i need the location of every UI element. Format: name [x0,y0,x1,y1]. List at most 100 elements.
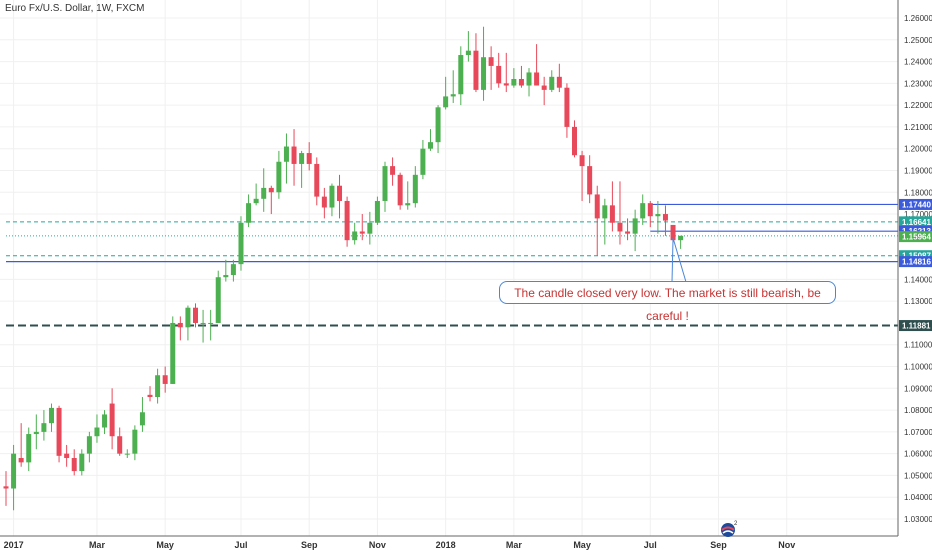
candle-body [117,436,123,454]
candle-body [132,429,138,454]
date-tick-label: 2017 [4,540,24,550]
candle-body [48,407,54,424]
date-tick-label: Sep [301,540,318,550]
candle-body [602,205,608,219]
annotation-callout [671,237,687,283]
candle-body [102,414,108,428]
candle-body [625,231,631,234]
candle-body [670,224,676,241]
candle-body [238,222,244,265]
candle-body [443,96,449,108]
date-tick-label: Sep [710,540,727,550]
price-tick-label: 1.20000 [904,145,932,154]
price-tick-label: 1.11000 [904,341,932,350]
candle-body [147,394,153,398]
candle-body [71,458,77,472]
candle-body [678,235,684,241]
candle-body [632,218,638,234]
candle-body [655,214,661,217]
candle-body [162,375,168,384]
candle-body [594,194,600,219]
candle-body [473,50,479,90]
candle-body [283,146,289,162]
candle-body [276,161,282,193]
candle-body [518,78,524,86]
candle-body [185,307,191,328]
candle-body [382,166,388,201]
price-tag-label: 1.11881 [902,322,931,331]
price-tick-label: 1.25000 [904,36,932,45]
annotation-text[interactable]: The candle closed very low. The market i… [499,281,836,323]
candle-body [200,322,206,324]
date-axis[interactable]: 2017 Mar May Jul Sep Nov 2018 Mar May Jul Sep Nov [4,540,796,550]
candle-body [662,214,668,221]
candle-body [367,222,373,234]
candle-body [609,205,615,223]
price-tag-label: 1.16641 [902,218,931,227]
grid-lines [0,0,898,536]
price-axis[interactable]: 1.26000 1.25000 1.24000 1.23000 1.22000 1.210… [904,14,932,524]
candle-body [56,407,62,456]
price-tag-label: 1.15964 [902,233,931,242]
candles [3,26,684,511]
candle-body [503,83,509,86]
chart-title: Euro Fx/U.S. Dollar, 1W, FXCM [5,3,145,14]
candle-body [412,174,418,204]
candle-body [223,275,229,278]
callout-pointer [671,237,674,283]
price-tick-label: 1.17000 [904,210,932,219]
price-tick-label: 1.10000 [904,363,932,372]
candle-body [208,322,214,324]
candle-body [344,200,350,241]
candle-body [534,72,540,86]
candle-body [405,203,411,206]
price-tick-label: 1.06000 [904,450,932,459]
candle-body [617,222,623,232]
price-tick-label: 1.03000 [904,515,932,524]
candle-body [109,403,115,437]
candle-body [41,423,47,432]
candle-body [193,307,198,323]
price-tick-label: 1.05000 [904,471,932,480]
price-tag [899,320,932,332]
price-tick-label: 1.21000 [904,123,932,132]
candle-body [155,375,161,398]
price-tick-label: 1.07000 [904,428,932,437]
candle-body [246,203,252,223]
candle-body [435,107,441,143]
date-tick-label: Jul [234,540,247,550]
candle-body [299,153,305,164]
candle-body [18,458,24,463]
candle-body [488,57,494,66]
svg-text:2: 2 [734,521,738,527]
candle-body [541,85,547,90]
candle-body [139,412,145,426]
price-tick-label: 1.09000 [904,384,932,393]
candle-body [420,148,426,175]
price-tick-label: 1.13000 [904,297,932,306]
candle-body [230,264,236,276]
price-tag [899,250,932,262]
candle-body [253,198,259,204]
candle-body [390,166,396,175]
price-tag [899,216,932,228]
candle-body [352,231,358,241]
candle-body [215,277,221,323]
price-tag [899,198,932,210]
candle-body [314,163,320,197]
date-tick-label: Mar [506,540,523,550]
date-tick-label: May [573,540,591,550]
price-tag-label: 1.14816 [902,258,931,267]
date-tick-label: Nov [369,540,386,550]
candle-body [86,436,92,454]
candle-body [450,94,456,97]
candle-body [291,146,297,164]
price-tick-label: 1.26000 [904,14,932,23]
candle-body [261,187,267,199]
candle-body [64,453,70,459]
price-tag [899,256,932,268]
price-tick-label: 1.22000 [904,101,932,110]
price-tags: 1.174401.166411.162131.159641.150871.148… [899,198,932,332]
price-tick-label: 1.24000 [904,58,932,67]
